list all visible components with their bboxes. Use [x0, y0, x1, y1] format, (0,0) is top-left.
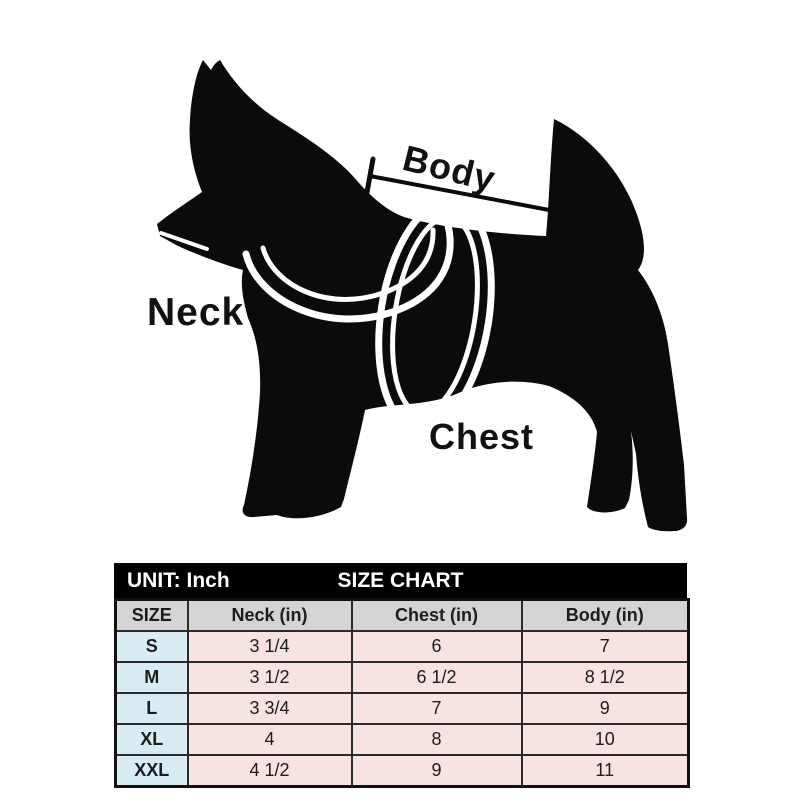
- size-value: M: [114, 661, 189, 694]
- neck-value: 4 1/2: [186, 754, 353, 787]
- collar-line-inner: [260, 227, 436, 302]
- chest-value: 6 1/2: [350, 661, 523, 694]
- body-value: 8 1/2: [520, 661, 690, 694]
- neck-value: 4: [186, 723, 353, 756]
- chest-value: 7: [350, 692, 523, 725]
- harness-loop: [375, 197, 495, 433]
- size-table-header-row: SIZE Neck (in) Chest (in) Body (in): [114, 598, 690, 632]
- size-chart-title-bar: UNIT: Inch SIZE CHART: [114, 563, 687, 598]
- size-value: L: [114, 692, 189, 725]
- table-row-l: L 3 3/4 7 9: [114, 692, 690, 725]
- size-value: XXL: [114, 754, 189, 787]
- measure-line: [368, 174, 588, 219]
- table-row-xl: XL 4 8 10: [114, 723, 690, 756]
- unit-label: UNIT: Inch: [127, 568, 230, 592]
- mouth-line: [159, 231, 209, 251]
- size-value: S: [114, 630, 189, 663]
- measure-tick-left: [363, 156, 376, 201]
- collar-line-outer: [242, 190, 454, 323]
- harness-line-inner: [390, 214, 480, 416]
- body-value: 11: [520, 754, 690, 787]
- body-measure-line: [363, 156, 595, 235]
- col-header-neck: Neck (in): [186, 598, 353, 632]
- col-header-body: Body (in): [520, 598, 690, 632]
- measure-tick-right: [581, 198, 595, 235]
- neck-value: 3 3/4: [186, 692, 353, 725]
- chest-measure-label: Chest: [429, 416, 535, 457]
- col-header-size: SIZE: [114, 598, 189, 632]
- table-row-xxl: XXL 4 1/2 9 11: [114, 754, 690, 787]
- body-value: 9: [520, 692, 690, 725]
- chest-value: 8: [350, 723, 523, 756]
- neck-measure-label: Neck: [147, 291, 245, 334]
- table-row-s: S 3 1/4 6 7: [114, 630, 690, 663]
- body-value: 7: [520, 630, 690, 663]
- body-value: 10: [520, 723, 690, 756]
- chest-value: 6: [350, 630, 523, 663]
- harness-line-outer: [375, 197, 495, 433]
- size-table: SIZE Neck (in) Chest (in) Body (in) S 3 …: [114, 598, 690, 788]
- table-row-m: M 3 1/2 6 1/2 8 1/2: [114, 661, 690, 694]
- neck-value: 3 1/2: [186, 661, 353, 694]
- col-header-chest: Chest (in): [350, 598, 523, 632]
- dog-measurement-diagram: Neck Chest Body: [147, 60, 688, 532]
- size-chart-title: SIZE CHART: [337, 568, 464, 592]
- dog-silhouette-svg: [157, 60, 688, 532]
- chest-value: 9: [350, 754, 523, 787]
- neck-value: 3 1/4: [186, 630, 353, 663]
- size-value: XL: [114, 723, 189, 756]
- size-chart: UNIT: Inch SIZE CHART SIZE Neck (in) Che…: [114, 563, 690, 788]
